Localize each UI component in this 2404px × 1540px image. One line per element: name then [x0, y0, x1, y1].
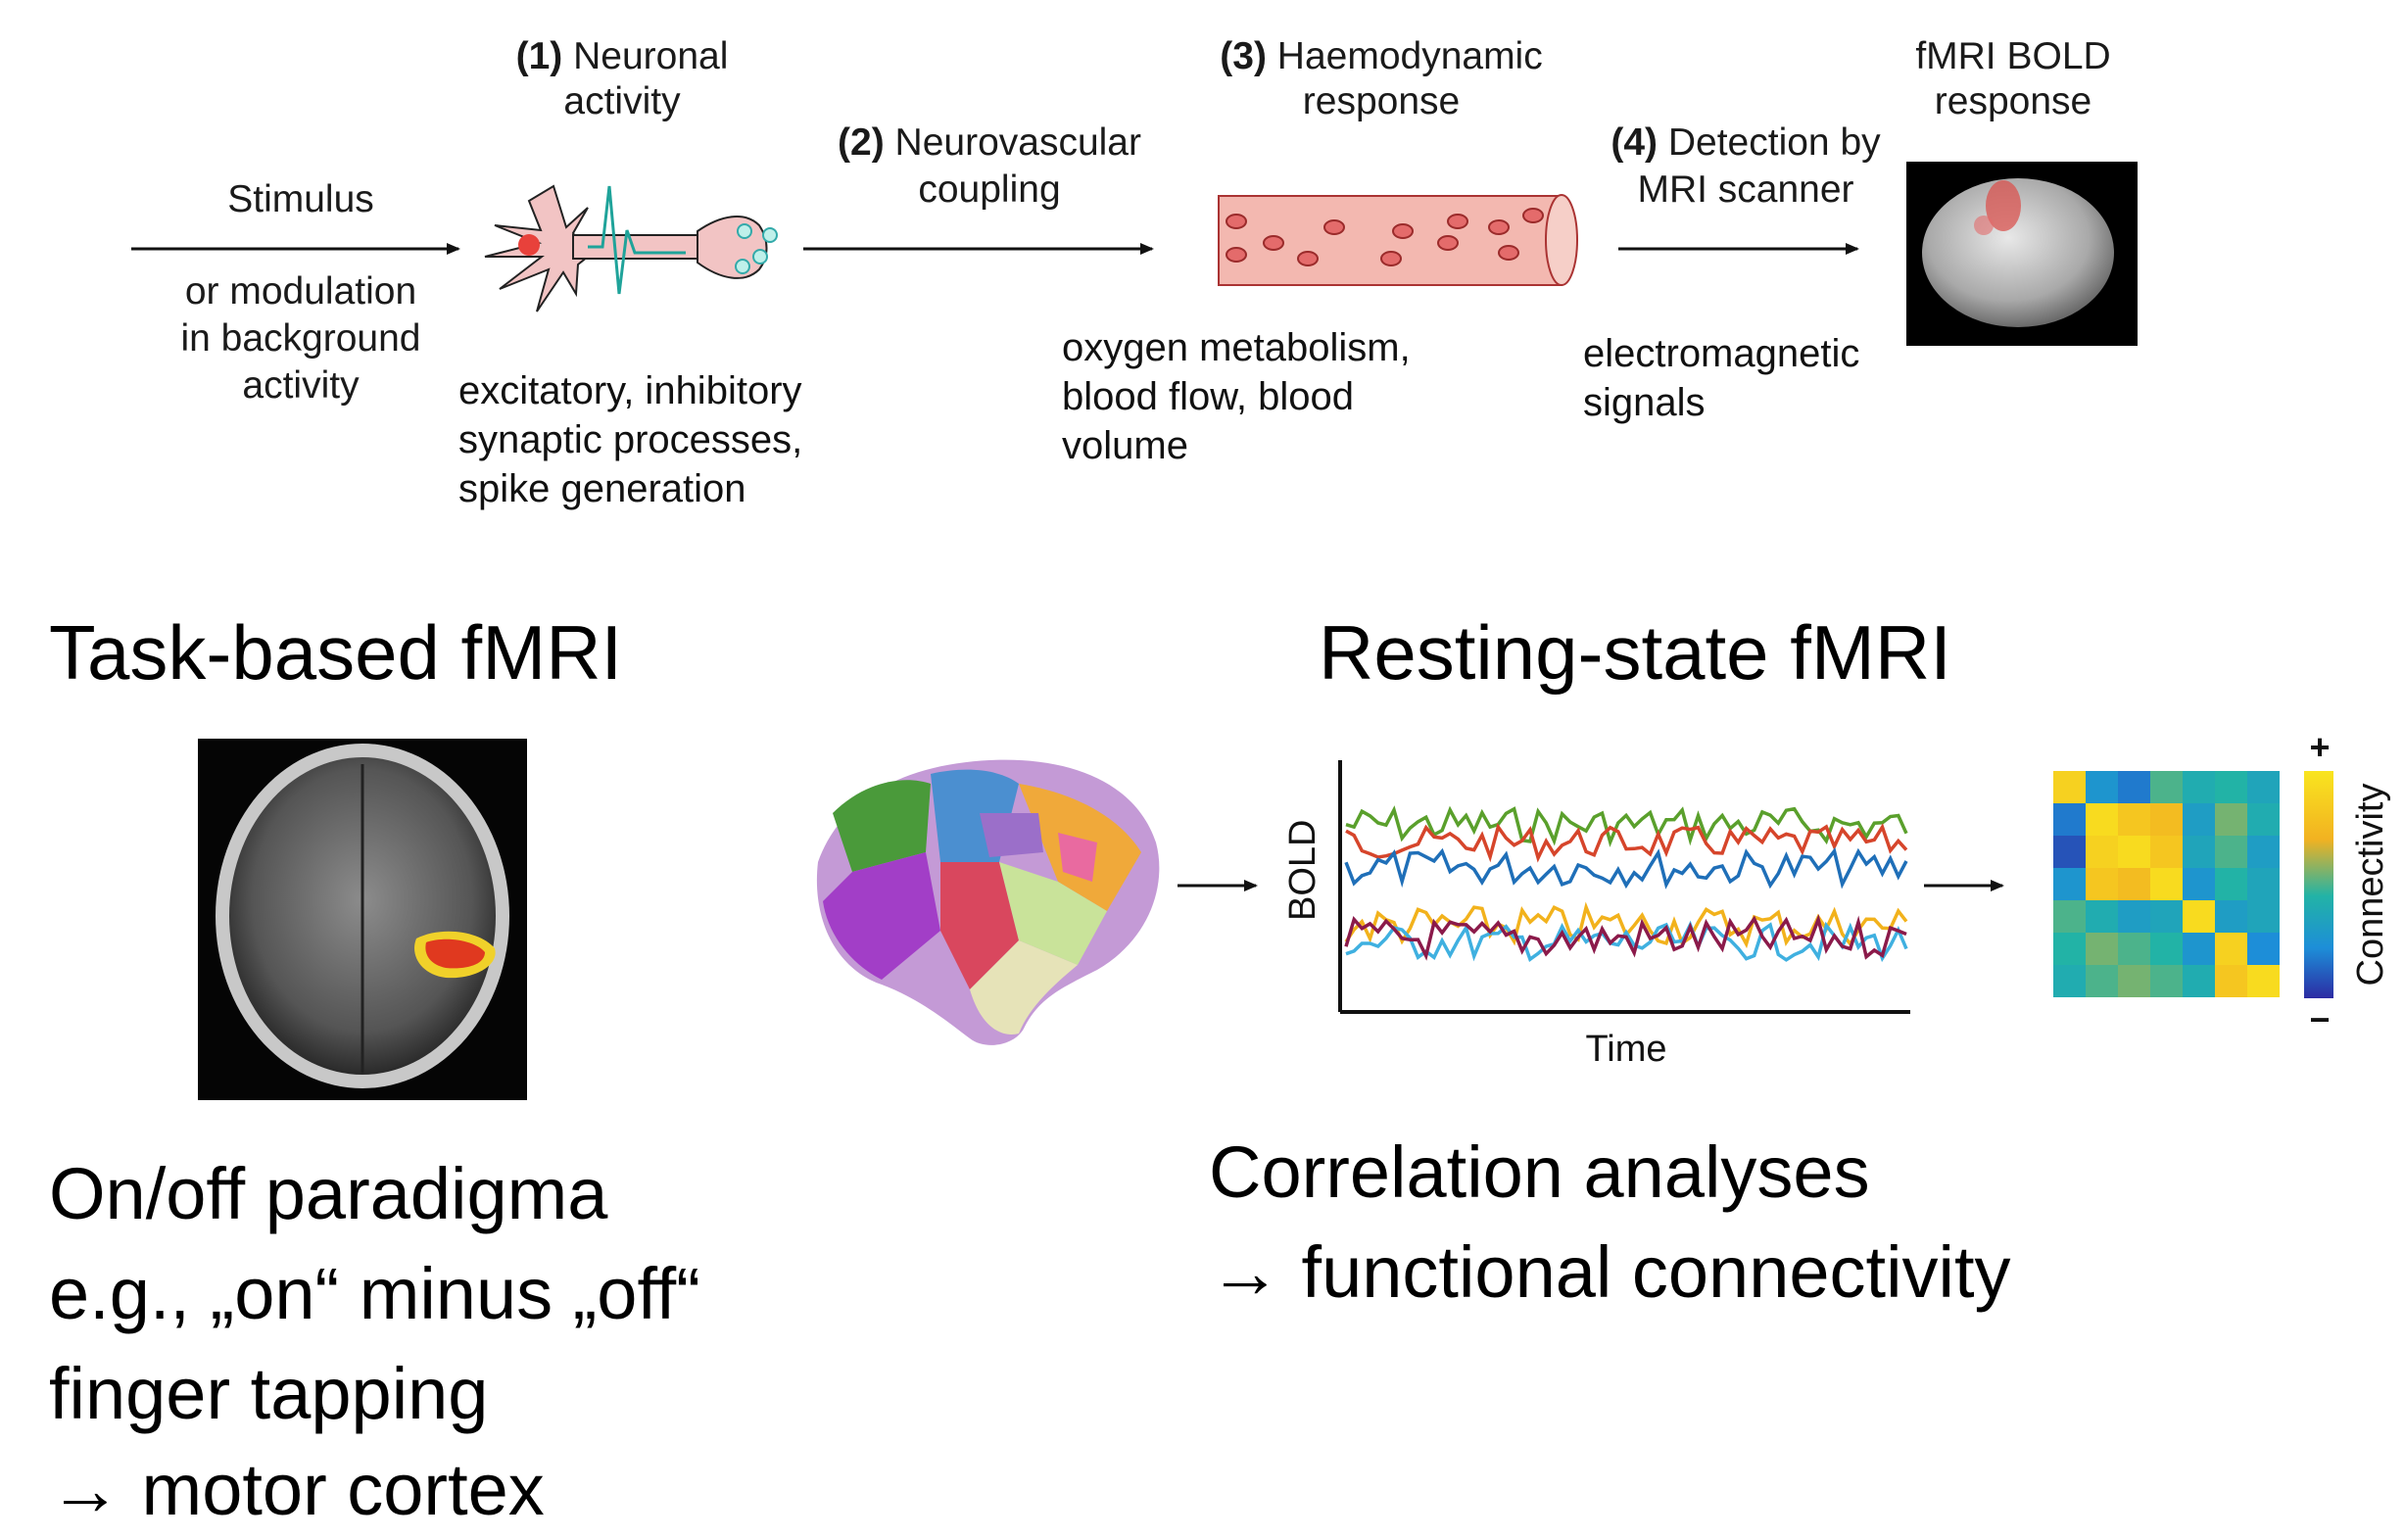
matrix-cell: [2150, 771, 2183, 803]
step3-desc: oxygen metabolism, blood flow, blood vol…: [1062, 326, 1411, 467]
matrix-cell: [2183, 868, 2215, 900]
matrix-cell: [2053, 933, 2086, 965]
matrix-cell: [2150, 836, 2183, 868]
matrix-cell: [2215, 900, 2247, 933]
matrix-cell: [2183, 965, 2215, 997]
parcellated-brain-image: [816, 759, 1160, 1045]
timeseries-line-6: [1344, 914, 1907, 961]
step3-title-b: response: [1302, 80, 1461, 122]
ts-ylabel: BOLD: [1282, 819, 1323, 921]
matrix-cell: [2118, 900, 2150, 933]
matrix-cell: [2118, 868, 2150, 900]
matrix-cell: [2053, 836, 2086, 868]
matrix-cell: [2118, 771, 2150, 803]
matrix-cell: [2118, 965, 2150, 997]
task-line-4: → motor cortex: [49, 1449, 545, 1530]
matrix-cell: [2183, 900, 2215, 933]
matrix-cell: [2086, 868, 2118, 900]
colorbar: [2304, 771, 2333, 998]
matrix-cell: [2053, 803, 2086, 836]
matrix-cell: [2086, 836, 2118, 868]
neuron-icon: [484, 184, 778, 313]
matrix-cell: [2053, 965, 2086, 997]
matrix-cell: [2247, 868, 2280, 900]
timeseries-line-1: [1345, 805, 1908, 847]
colorbar-minus: −: [2309, 999, 2331, 1039]
matrix-cell: [2053, 900, 2086, 933]
ts-xlabel: Time: [1585, 1029, 1667, 1070]
colorbar-label: Connectivity: [2350, 783, 2391, 987]
matrix-cell: [2215, 933, 2247, 965]
matrix-cell: [2183, 803, 2215, 836]
timeseries-line-5: [1345, 920, 1908, 963]
rest-line-2: → functional connectivity: [1209, 1231, 2011, 1313]
matrix-cell: [2215, 836, 2247, 868]
matrix-cell: [2183, 771, 2215, 803]
task-line-1: On/off paradigma: [49, 1153, 608, 1234]
matrix-cell: [2150, 868, 2183, 900]
matrix-cell: [2086, 965, 2118, 997]
matrix-cell: [2247, 803, 2280, 836]
output-title: fMRI BOLD: [1915, 35, 2111, 77]
matrix-cell: [2150, 900, 2183, 933]
matrix-cell: [2215, 803, 2247, 836]
matrix-cell: [2118, 836, 2150, 868]
matrix-cell: [2150, 803, 2183, 836]
step1-desc: excitatory, inhibitory synaptic processe…: [458, 369, 803, 510]
matrix-cell: [2247, 771, 2280, 803]
matrix-cell: [2215, 965, 2247, 997]
timeseries-line-3: [1344, 846, 1908, 890]
matrix-cell: [2150, 965, 2183, 997]
step4-title-b: MRI scanner: [1637, 168, 1854, 211]
rest-heading: Resting-state fMRI: [1319, 609, 1951, 696]
matrix-cell: [2086, 803, 2118, 836]
matrix-cell: [2086, 900, 2118, 933]
task-line-3: finger tapping: [49, 1353, 489, 1434]
matrix-cell: [2118, 803, 2150, 836]
connectivity-matrix: [2053, 771, 2280, 997]
matrix-cell: [2215, 771, 2247, 803]
task-heading: Task-based fMRI: [49, 609, 623, 696]
step3-title: (3) Haemodynamic: [1220, 35, 1543, 77]
matrix-cell: [2053, 868, 2086, 900]
timeseries-lines: [1344, 805, 1908, 963]
matrix-cell: [2247, 900, 2280, 933]
matrix-cell: [2183, 933, 2215, 965]
timeseries-line-2: [1345, 823, 1908, 863]
step1-title-b: activity: [563, 80, 681, 122]
step2-title-b: coupling: [918, 168, 1061, 211]
matrix-cell: [2053, 771, 2086, 803]
blood-vessel-icon: [1218, 194, 1578, 286]
task-line-2: e.g., „on“ minus „off“: [49, 1253, 700, 1334]
matrix-cell: [2086, 771, 2118, 803]
colorbar-plus: +: [2309, 727, 2331, 767]
matrix-cell: [2247, 836, 2280, 868]
task-mri-image: [198, 739, 527, 1100]
matrix-cell: [2183, 836, 2215, 868]
matrix-cell: [2118, 933, 2150, 965]
matrix-cell: [2086, 933, 2118, 965]
step1-title: (1) Neuronal: [515, 35, 729, 77]
matrix-cell: [2247, 933, 2280, 965]
timeseries-axes: [1338, 760, 1910, 1014]
step4-desc: electromagnetic signals: [1583, 332, 1860, 424]
matrix-cell: [2247, 965, 2280, 997]
bold-brain-image: [1906, 162, 2138, 346]
output-title-b: response: [1934, 80, 2092, 122]
matrix-cell: [2150, 933, 2183, 965]
matrix-cell: [2215, 868, 2247, 900]
rest-line-1: Correlation analyses: [1209, 1131, 1870, 1213]
stimulus-label: Stimulus: [227, 178, 374, 220]
step2-title: (2) Neurovascular: [838, 121, 1141, 164]
step4-title: (4) Detection by: [1611, 121, 1881, 164]
stimulus-sub: or modulation in background activity: [180, 270, 421, 407]
